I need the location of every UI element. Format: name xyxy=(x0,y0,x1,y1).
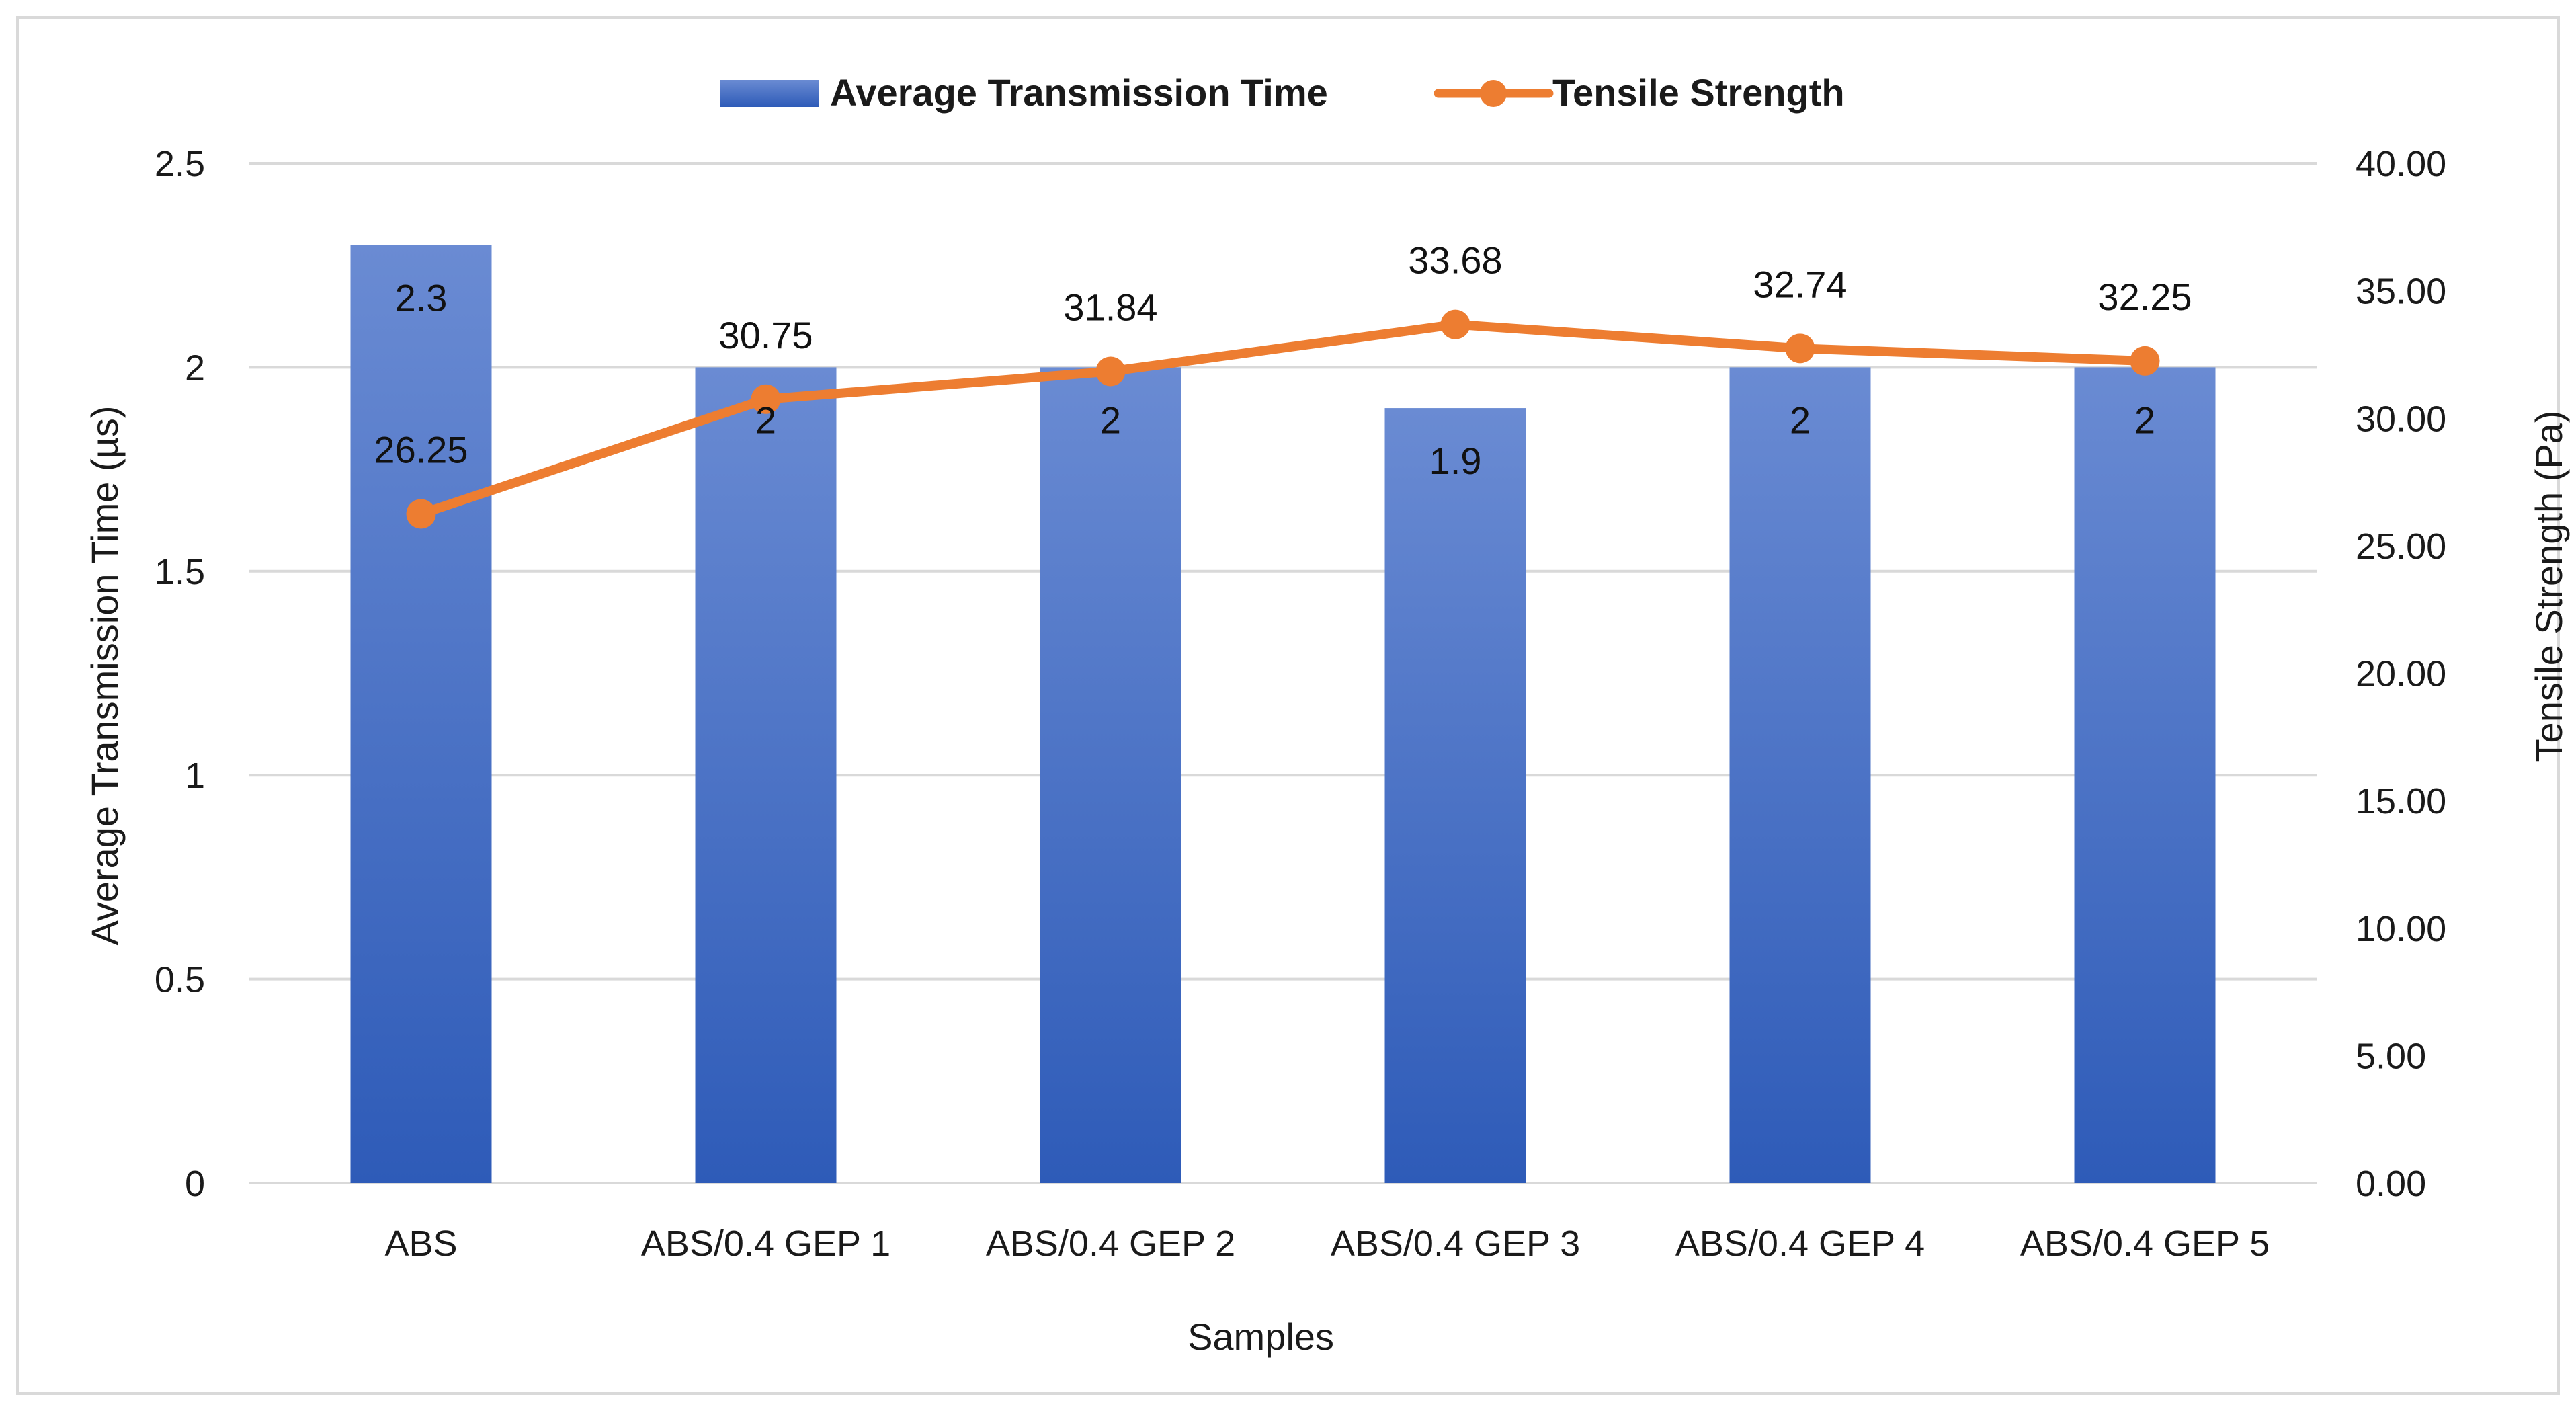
bar-series xyxy=(350,245,2216,1183)
y2-tick-label: 20.00 xyxy=(2356,654,2446,694)
y-tick-label: 0.5 xyxy=(155,960,205,1000)
y2-tick-label: 10.00 xyxy=(2356,909,2446,949)
bar-data-label: 2 xyxy=(755,399,776,441)
data-labels: 2.3 2 2 1.9 2 2 26.25 30.75 31.84 33.68 32.74 32.25 xyxy=(374,239,2192,482)
line-point[interactable] xyxy=(2130,346,2160,376)
legend-label-bar: Average Transmission Time xyxy=(830,71,1328,114)
y2-tick-label: 0.00 xyxy=(2356,1164,2426,1204)
bar[interactable] xyxy=(350,245,492,1183)
bar[interactable] xyxy=(1729,367,1871,1183)
line-data-label: 31.84 xyxy=(1063,286,1157,328)
line-point[interactable] xyxy=(1440,309,1470,339)
bar[interactable] xyxy=(2074,367,2216,1183)
bar-data-label: 2.3 xyxy=(395,276,448,319)
y2-tick-label: 5.00 xyxy=(2356,1036,2426,1076)
x-tick-label: ABS/0.4 GEP 3 xyxy=(1331,1223,1580,1264)
bar-data-label: 2 xyxy=(2134,399,2155,441)
y-tick-label: 1 xyxy=(185,756,205,796)
y2-tick-label: 15.00 xyxy=(2356,781,2446,821)
x-tick-label: ABS xyxy=(384,1223,457,1264)
line-point[interactable] xyxy=(406,499,436,529)
y2-tick-label: 35.00 xyxy=(2356,272,2446,312)
bar[interactable] xyxy=(1040,367,1181,1183)
x-tick-label: ABS/0.4 GEP 2 xyxy=(986,1223,1235,1264)
x-tick-label: ABS/0.4 GEP 1 xyxy=(641,1223,890,1264)
legend-marker xyxy=(1480,80,1507,107)
line-data-label: 30.75 xyxy=(718,314,813,356)
bar-data-label: 2 xyxy=(1790,399,1811,441)
x-tick-label: ABS/0.4 GEP 5 xyxy=(2020,1223,2270,1264)
axes: 0 0.5 1 1.5 2 2.5 0.00 5.00 10.00 15.00 20.00 25.00… xyxy=(155,144,2446,1264)
line-point[interactable] xyxy=(751,384,781,414)
line-data-label: 32.25 xyxy=(2097,276,2192,318)
y2-axis-title: Tensile Strength (Pa) xyxy=(2528,411,2570,762)
legend[interactable]: Average Transmission Time Tensile Streng… xyxy=(720,71,1845,114)
bar[interactable] xyxy=(1384,408,1526,1183)
y-tick-label: 2.5 xyxy=(155,144,205,184)
line-data-label: 32.74 xyxy=(1753,263,1847,305)
tensile-strength-line xyxy=(416,319,2150,519)
bar[interactable] xyxy=(695,367,837,1183)
y-tick-label: 1.5 xyxy=(155,552,205,592)
line-point[interactable] xyxy=(1095,356,1126,387)
y-axis-title: Average Transmission Time (µs) xyxy=(83,405,126,945)
y2-tick-label: 30.00 xyxy=(2356,399,2446,439)
x-axis-title: Samples xyxy=(1188,1316,1334,1358)
y2-tick-label: 40.00 xyxy=(2356,144,2446,184)
line-data-label: 26.25 xyxy=(374,428,468,471)
y-tick-label: 0 xyxy=(185,1164,205,1204)
bar-data-label: 2 xyxy=(1100,399,1121,441)
legend-label-line: Tensile Strength xyxy=(1552,71,1845,114)
y2-tick-label: 25.00 xyxy=(2356,526,2446,567)
gridlines xyxy=(249,162,2317,1184)
line-series xyxy=(406,309,2160,529)
line-point[interactable] xyxy=(1785,333,1815,364)
line-data-label: 33.68 xyxy=(1408,239,1502,282)
bar-data-label: 1.9 xyxy=(1429,440,1482,482)
x-tick-label: ABS/0.4 GEP 4 xyxy=(1675,1223,1925,1264)
y-tick-label: 2 xyxy=(185,348,205,388)
legend-swatch-bar xyxy=(720,80,819,107)
